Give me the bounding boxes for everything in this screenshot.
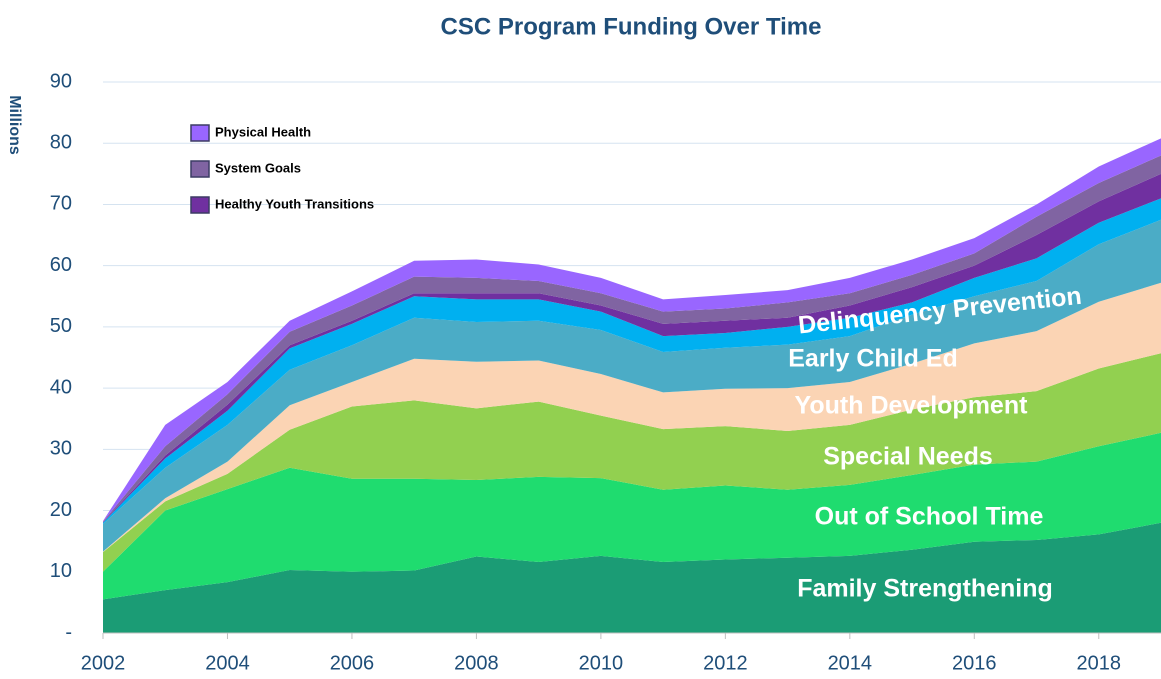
legend-label: Physical Health xyxy=(215,124,311,139)
y-tick-label: 10 xyxy=(50,560,72,582)
area xyxy=(103,432,1161,600)
legend-label: System Goals xyxy=(215,160,301,175)
chart-title: CSC Program Funding Over Time xyxy=(441,13,822,40)
legend-label: Healthy Youth Transitions xyxy=(215,196,374,211)
series-label: Youth Development xyxy=(795,392,1029,420)
legend-swatch xyxy=(190,196,210,214)
series-label: Special Needs xyxy=(823,443,993,471)
area xyxy=(103,353,1161,572)
y-axis-label: Millions xyxy=(6,95,23,155)
series-label: Out of School Time xyxy=(815,503,1044,531)
x-tick-label: 2014 xyxy=(828,652,873,674)
x-tick-label: 2002 xyxy=(81,652,126,674)
y-tick-label: 90 xyxy=(50,70,72,92)
y-tick-label: - xyxy=(65,621,72,643)
x-tick-label: 2010 xyxy=(579,652,624,674)
y-tick-label: 70 xyxy=(50,193,72,215)
x-tick-label: 2008 xyxy=(454,652,499,674)
y-tick-label: 40 xyxy=(50,376,72,398)
x-tick-label: 2016 xyxy=(952,652,997,674)
x-tick-label: 2004 xyxy=(205,652,250,674)
series-label: Family Strengthening xyxy=(797,575,1053,603)
x-tick-label: 2018 xyxy=(1077,652,1122,674)
y-tick-label: 30 xyxy=(50,438,72,460)
legend-swatch xyxy=(190,124,210,142)
x-tick-label: 2012 xyxy=(703,652,748,674)
legend-swatch xyxy=(190,160,210,178)
series-label: Early Child Ed xyxy=(788,345,957,373)
area xyxy=(103,219,1161,552)
y-tick-label: 50 xyxy=(50,315,72,337)
y-tick-label: 60 xyxy=(50,254,72,276)
y-tick-label: 20 xyxy=(50,499,72,521)
y-tick-label: 80 xyxy=(50,132,72,154)
x-tick-label: 2006 xyxy=(330,652,375,674)
area xyxy=(103,282,1161,553)
area xyxy=(103,522,1161,633)
